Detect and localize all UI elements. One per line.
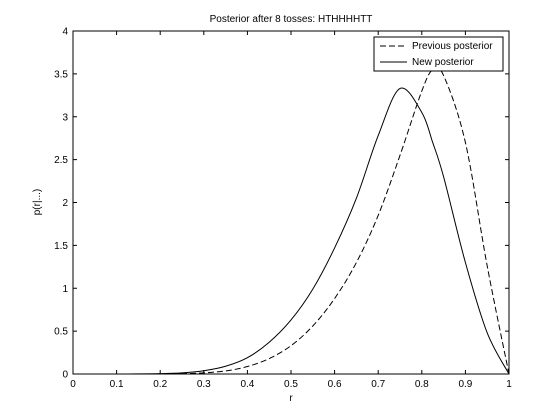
legend-previous-label: Previous posterior [412, 41, 493, 52]
y-tick-label: 1 [62, 284, 68, 295]
x-tick-label: 0.3 [197, 379, 211, 390]
x-tick-label: 0.8 [415, 379, 429, 390]
legend: Previous posterior New posterior [373, 36, 504, 72]
chart-title: Posterior after 8 tosses: HTHHHHTT [210, 14, 373, 25]
y-tick-label: 3.5 [54, 69, 68, 80]
y-tick-label: 1.5 [54, 241, 68, 252]
x-tick-label: 0.7 [371, 379, 385, 390]
legend-new-label: New posterior [412, 57, 474, 68]
y-tick-label: 2 [62, 198, 68, 209]
x-axis-label: r [289, 393, 293, 404]
x-tick-label: 0.9 [458, 379, 472, 390]
previous-posterior-line [72, 66, 510, 375]
x-tick-label: 0.5 [284, 379, 298, 390]
legend-box [373, 36, 504, 72]
y-tick-label: 0.5 [54, 327, 68, 338]
y-axis-label: p(r|...) [32, 189, 43, 215]
x-tick-label: 0.2 [153, 379, 167, 390]
x-tick-label: 0 [70, 379, 76, 390]
x-tick-label: 0.4 [240, 379, 254, 390]
y-tick-label: 0 [62, 370, 68, 381]
plot-frame [72, 30, 510, 375]
x-tick-label: 0.6 [328, 379, 342, 390]
x-tick-label: 0.1 [110, 379, 124, 390]
y-tick-label: 2.5 [54, 155, 68, 166]
y-tick-label: 4 [62, 27, 68, 38]
y-tick-label: 3 [62, 112, 68, 123]
x-axis-ticks: 0 0.1 0.2 0.3 0.4 0.5 0.6 0.7 0.8 0.9 1 [70, 31, 512, 390]
plot-area [73, 31, 509, 374]
x-tick-label: 1 [506, 379, 512, 390]
y-axis-ticks: 0 0.5 1 1.5 2 2.5 3 3.5 4 [54, 27, 509, 381]
